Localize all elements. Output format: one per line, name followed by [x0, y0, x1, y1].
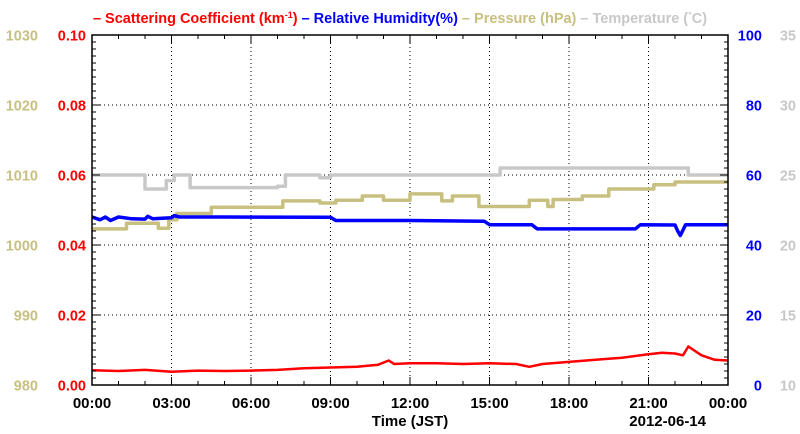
x-tick-label: 03:00: [152, 395, 190, 412]
x-tick-label: 00:00: [709, 395, 747, 412]
pressure-tick-label: 980: [14, 379, 38, 395]
pressure-tick-label: 1020: [6, 99, 38, 115]
series-humidity-line: [91, 213, 728, 238]
scattering-tick-label: 0.10: [58, 29, 86, 45]
x-tick-label: 00:00: [73, 395, 111, 412]
x-tick-label: 21:00: [629, 395, 667, 412]
temperature-tick-label: 10: [780, 379, 796, 395]
legend-text: – Scattering Coefficient (km-1) – Relati…: [93, 10, 707, 27]
temperature-tick-label: 15: [780, 309, 796, 325]
temperature-tick-label: 30: [780, 99, 796, 115]
series-pressure-line: [92, 180, 728, 231]
x-axis-label: Time (JST): [372, 413, 448, 430]
temperature-tick-label: 25: [780, 169, 796, 185]
scattering-tick-label: 0.00: [58, 379, 86, 395]
pressure-tick-label: 1030: [6, 29, 38, 45]
humidity-tick-label: 60: [746, 169, 762, 185]
series-layer: [91, 166, 729, 373]
humidity-tick-label: 0: [754, 379, 762, 395]
date-label: 2012-06-14: [629, 413, 706, 430]
x-tick-label: 06:00: [232, 395, 270, 412]
humidity-tick-label: 80: [746, 99, 762, 115]
scattering-tick-label: 0.04: [58, 239, 86, 255]
legend-entry: – Temperature (: [576, 11, 688, 27]
pressure-tick-label: 990: [14, 309, 38, 325]
legend: – Scattering Coefficient (km-1) – Relati…: [93, 10, 707, 27]
x-tick-label: 15:00: [470, 395, 508, 412]
x-tick-label: 12:00: [391, 395, 429, 412]
scattering-tick-label: 0.06: [58, 169, 86, 185]
scattering-tick-label: 0.08: [58, 99, 86, 115]
humidity-tick-label: 100: [738, 29, 762, 45]
series-scattering-line: [91, 345, 729, 373]
humidity-tick-label: 40: [746, 239, 762, 255]
temperature-tick-label: 35: [780, 29, 796, 45]
legend-entry: – Pressure (hPa): [458, 11, 577, 27]
pressure-tick-label: 1010: [6, 169, 38, 185]
legend-entry: – Scattering Coefficient (km: [93, 11, 285, 27]
x-tick-label: 18:00: [550, 395, 588, 412]
humidity-tick-label: 20: [746, 309, 762, 325]
scattering-tick-label: 0.02: [58, 309, 86, 325]
legend-entry: – Relative Humidity(%): [298, 11, 459, 27]
axes-layer: 98099010001010102010300.000.020.040.060.…: [6, 29, 796, 413]
temperature-tick-label: 20: [780, 239, 796, 255]
pressure-tick-label: 1000: [6, 239, 38, 255]
series-temperature-line: [92, 166, 728, 191]
x-tick-label: 09:00: [311, 395, 349, 412]
